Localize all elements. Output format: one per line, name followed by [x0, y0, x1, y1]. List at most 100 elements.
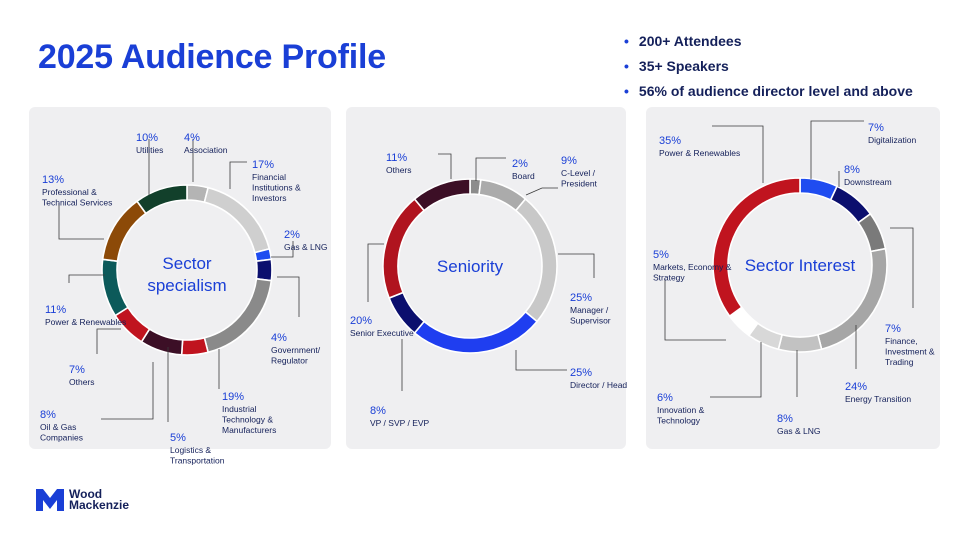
slice-label-oil-gas-companies: Oil & Gas Companies: [40, 422, 83, 443]
slice-label-financial-institutions-investors: Financial Institutions & Investors: [252, 172, 301, 203]
slice-label-digitalization: Digitalization: [868, 135, 916, 145]
slice-label-government-regulator: Government/Regulator: [271, 345, 321, 366]
wood-mackenzie-logo-icon: [36, 489, 64, 511]
leader-line-others: [438, 153, 452, 179]
slice-percent-innovation-technology: 6%: [657, 392, 673, 404]
leader-line-finance-investment-trading: [890, 227, 914, 308]
highlight-director-level: • 56% of audience director level and abov…: [624, 83, 913, 99]
slice-percent-others: 11%: [386, 152, 407, 164]
slice-percent-power-renewables: 35%: [659, 135, 681, 147]
slice-label-gas-lng: Gas & LNG: [284, 242, 327, 252]
slice-percent-power-renewables: 11%: [45, 304, 66, 316]
slice-label-innovation-technology: Innovation & Technology: [657, 405, 705, 426]
donut-slice-finance-investment-trading: [857, 212, 887, 253]
highlight-attendees: • 200+ Attendees: [624, 33, 742, 49]
donut-slice-vp-svp-evp: [388, 291, 426, 335]
slice-percent-government-regulator: 4%: [271, 332, 287, 344]
logo-wordmark: Wood Mackenzie: [69, 487, 130, 512]
leader-line-manager-supervisor: [558, 253, 595, 278]
slice-label-markets-economy-strategy: Markets, Economy & Strategy: [653, 262, 732, 283]
slice-percent-downstream: 8%: [844, 164, 860, 176]
donut-slice-gas-lng: [777, 333, 823, 353]
leader-line-director-head: [515, 350, 567, 371]
leader-line-financial-institutions-investors: [229, 161, 247, 189]
slice-percent-gas-lng: 2%: [284, 229, 300, 241]
slice-percent-energy-transition: 24%: [845, 381, 867, 393]
donut-slice-others: [413, 178, 471, 212]
slice-percent-oil-gas-companies: 8%: [40, 409, 56, 421]
slice-percent-board: 2%: [512, 158, 528, 170]
donut-slice-c-level-president: [478, 178, 527, 212]
highlight-speakers: • 35+ Speakers: [624, 58, 729, 74]
slice-label-gas-lng: Gas & LNG: [777, 426, 820, 436]
donut-slice-professional-technical-services: [101, 200, 147, 263]
slice-percent-association: 4%: [184, 132, 200, 144]
slice-label-association: Association: [184, 145, 228, 155]
slice-percent-vp-svp-evp: 8%: [370, 405, 386, 417]
slice-percent-professional-technical-services: 13%: [42, 174, 64, 186]
sector-interest-panel: 7% Digitalization 8% Downstream 7% Finance, In…: [646, 107, 940, 449]
highlights-list: • 200+ Attendees • 35+ Speakers • 56% of au…: [624, 30, 913, 105]
logo-line-2: Mackenzie: [69, 498, 130, 512]
slice-percent-logistics-transportation: 5%: [170, 432, 186, 444]
sector-specialism-panel: 4% Association 17% Financial Institutions & I…: [29, 107, 331, 466]
leader-line-board: [475, 157, 506, 181]
slice-percent-industrial-technology-manufacturers: 19%: [222, 391, 244, 403]
donut-slice-manager-supervisor: [514, 197, 558, 323]
slice-percent-manager-supervisor: 25%: [570, 292, 592, 304]
slice-label-board: Board: [512, 171, 535, 181]
slice-label-others: Others: [386, 165, 412, 175]
slice-label-logistics-transportation: Logistics & Transportation: [170, 445, 225, 466]
slice-label-professional-technical-services: Professional & Technical Services: [42, 187, 112, 208]
donut-slice-senior-executive: [382, 197, 426, 300]
slice-percent-c-level-president: 9%: [561, 155, 577, 167]
slice-label-energy-transition: Energy Transition: [845, 394, 911, 404]
page-title: 2025 Audience Profile: [38, 38, 386, 76]
chart-center-title: specialism: [147, 276, 226, 295]
logo-line-1: Wood: [69, 487, 103, 501]
slice-percent-finance-investment-trading: 7%: [885, 323, 901, 335]
donut-slice-director-head: [413, 310, 539, 354]
slice-label-industrial-technology-manufacturers: Industrial Technology & Manufacturers: [222, 404, 276, 435]
leader-line-power-renewables: [712, 125, 764, 183]
leader-line-oil-gas-companies: [101, 362, 154, 420]
slice-percent-senior-executive: 20%: [350, 315, 372, 327]
leader-line-innovation-technology: [710, 342, 762, 398]
donut-slice-power-renewables: [101, 258, 130, 317]
leader-line-professional-technical-services: [58, 203, 104, 240]
leader-line-others: [96, 328, 121, 354]
wood-mackenzie-logo: Wood Mackenzie: [36, 488, 129, 512]
chart-center-title: Seniority: [437, 257, 504, 276]
leader-line-power-renewables: [68, 274, 105, 283]
slice-label-power-renewables: Power & Renewables: [659, 148, 740, 158]
slice-label-director-head: Director / Head: [570, 380, 627, 390]
slice-percent-utilities: 10%: [136, 132, 158, 144]
slice-percent-director-head: 25%: [570, 367, 592, 379]
seniority-panel: 2% Board 9% C-Level / President 25% Manager / S…: [346, 107, 627, 449]
leader-line-government-regulator: [277, 276, 300, 317]
slice-label-utilities: Utilities: [136, 145, 163, 155]
donut-slice-logistics-transportation: [180, 336, 210, 356]
slice-label-c-level-president: C-Level / President: [561, 168, 598, 189]
slice-label-manager-supervisor: Manager / Supervisor: [570, 305, 611, 326]
slice-label-downstream: Downstream: [844, 177, 892, 187]
slice-percent-others: 7%: [69, 364, 85, 376]
slice-percent-gas-lng: 8%: [777, 413, 793, 425]
donut-slice-government-regulator: [255, 258, 273, 282]
slice-label-power-renewables: Power & Renewables: [45, 317, 126, 327]
leader-line-senior-executive: [367, 243, 384, 302]
leader-line-gas-lng: [271, 241, 294, 258]
chart-center-title: Sector Interest: [745, 256, 856, 275]
donut-slice-utilities: [135, 184, 188, 215]
slice-label-others: Others: [69, 377, 95, 387]
donut-slice-power-renewables: [712, 177, 801, 318]
slice-percent-markets-economy-strategy: 5%: [653, 249, 669, 261]
leader-line-markets-economy-strategy: [664, 279, 726, 341]
slice-label-vp-svp-evp: VP / SVP / EVP: [370, 418, 430, 428]
slice-percent-financial-institutions-investors: 17%: [252, 159, 274, 171]
slice-percent-digitalization: 7%: [868, 122, 884, 134]
slice-label-finance-investment-trading: Finance, Investment & Trading: [885, 336, 935, 367]
